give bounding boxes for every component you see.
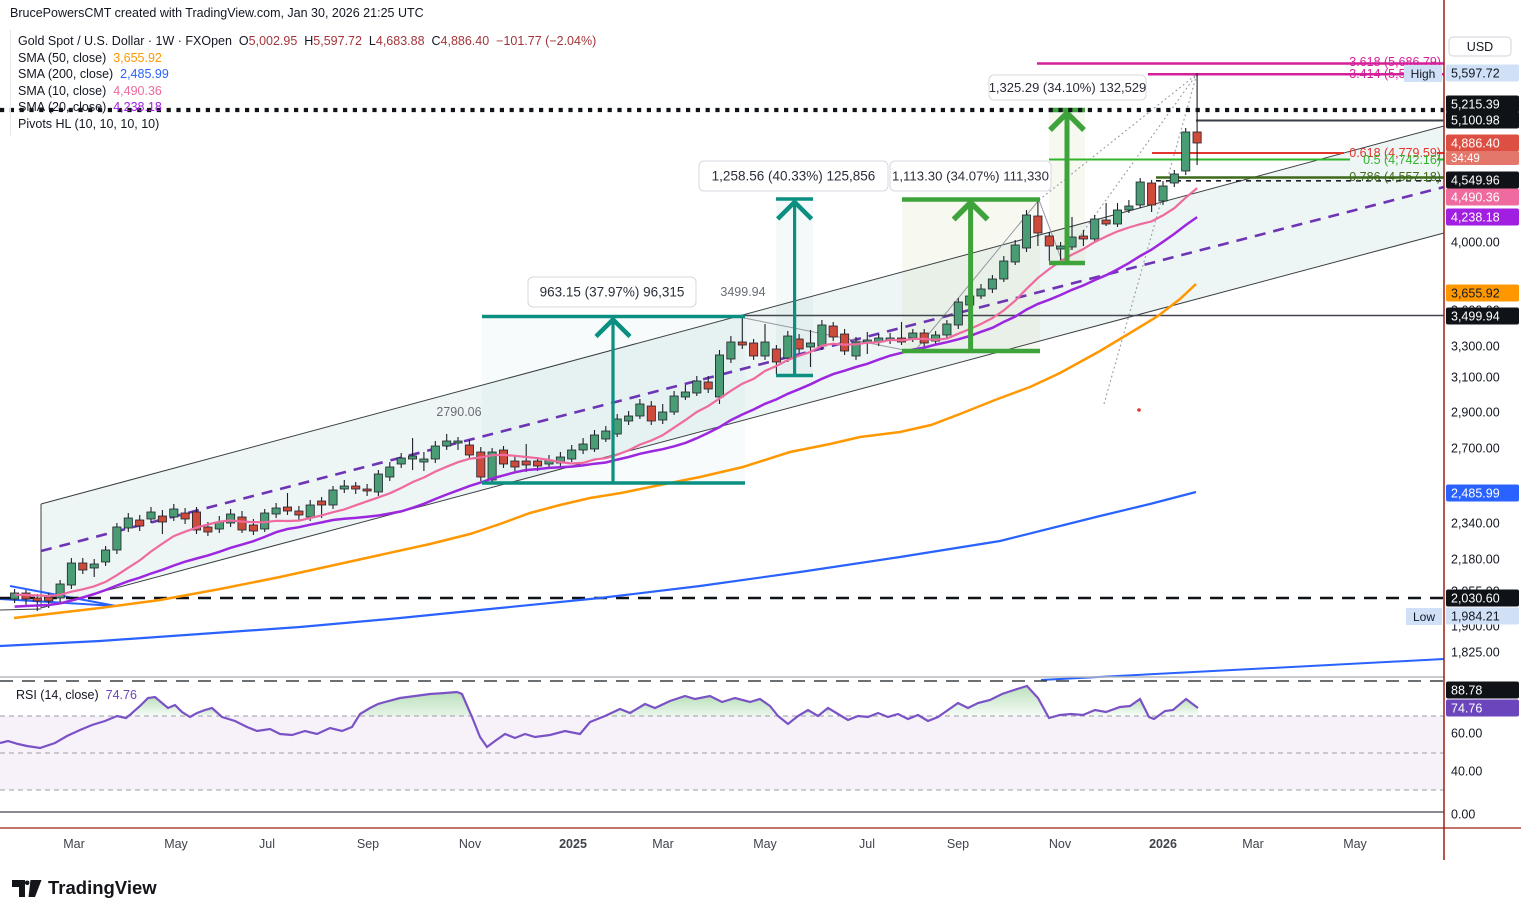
svg-text:0.618 (4,779.59): 0.618 (4,779.59) [1349, 146, 1441, 160]
svg-text:SMA (10, close) 4,490.36: SMA (10, close) 4,490.36 [18, 84, 162, 98]
svg-text:High: High [1411, 67, 1436, 81]
svg-text:4,549.96: 4,549.96 [1451, 173, 1500, 187]
svg-text:0.5 (4,742.16): 0.5 (4,742.16) [1363, 153, 1441, 167]
svg-text:88.78: 88.78 [1451, 683, 1482, 697]
svg-text:2,180.00: 2,180.00 [1451, 552, 1500, 566]
svg-text:SMA (20, close) 4,238.18: SMA (20, close) 4,238.18 [18, 100, 162, 114]
svg-text:5,100.98: 5,100.98 [1451, 113, 1500, 127]
svg-text:Mar: Mar [652, 837, 674, 851]
svg-text:Mar: Mar [1242, 837, 1264, 851]
svg-text:2025: 2025 [559, 837, 587, 851]
svg-text:4,490.36: 4,490.36 [1451, 190, 1500, 204]
svg-text:34:49: 34:49 [1451, 153, 1480, 165]
svg-text:SMA (200, close) 2,485.99: SMA (200, close) 2,485.99 [18, 67, 169, 81]
svg-text:60.00: 60.00 [1451, 726, 1482, 740]
svg-text:Mar: Mar [63, 837, 85, 851]
svg-text:2,030.60: 2,030.60 [1451, 591, 1500, 605]
svg-text:2,700.00: 2,700.00 [1451, 441, 1500, 455]
svg-text:2,485.99: 2,485.99 [1451, 486, 1500, 500]
svg-text:May: May [164, 837, 188, 851]
svg-text:5,597.72: 5,597.72 [1451, 66, 1500, 80]
svg-text:0.00: 0.00 [1451, 807, 1475, 821]
svg-text:3,100.00: 3,100.00 [1451, 370, 1500, 384]
svg-text:Jul: Jul [859, 837, 875, 851]
svg-text:Pivots HL (10, 10, 10, 10): Pivots HL (10, 10, 10, 10) [18, 117, 159, 131]
svg-text:963.15 (37.97%) 96,315: 963.15 (37.97%) 96,315 [540, 285, 685, 300]
svg-text:2026: 2026 [1149, 837, 1177, 851]
svg-text:3499.94: 3499.94 [720, 285, 765, 299]
svg-text:3,300.00: 3,300.00 [1451, 339, 1500, 353]
svg-text:TradingView: TradingView [48, 877, 157, 898]
svg-text:Jul: Jul [259, 837, 275, 851]
svg-text:BrucePowersCMT created with Tr: BrucePowersCMT created with TradingView.… [10, 6, 424, 20]
svg-text:0.786 (4,557.18): 0.786 (4,557.18) [1349, 170, 1441, 184]
svg-text:2,900.00: 2,900.00 [1451, 405, 1500, 419]
svg-text:Gold Spot / U.S. Dollar · 1W ·: Gold Spot / U.S. Dollar · 1W · FXOpen O5… [18, 34, 596, 48]
svg-text:2,340.00: 2,340.00 [1451, 516, 1500, 530]
svg-text:1,113.30 (34.07%) 111,330: 1,113.30 (34.07%) 111,330 [892, 169, 1049, 184]
svg-text:Nov: Nov [1049, 837, 1072, 851]
svg-text:4,000.00: 4,000.00 [1451, 235, 1500, 249]
svg-text:5,215.39: 5,215.39 [1451, 97, 1500, 111]
svg-text:May: May [1343, 837, 1367, 851]
svg-text:74.76: 74.76 [1451, 701, 1482, 715]
svg-text:USD: USD [1467, 40, 1493, 54]
svg-text:RSI (14, close) 74.76: RSI (14, close) 74.76 [16, 688, 137, 702]
svg-text:40.00: 40.00 [1451, 764, 1482, 778]
svg-text:1,825.00: 1,825.00 [1451, 645, 1500, 659]
svg-text:3,655.92: 3,655.92 [1451, 286, 1500, 300]
svg-text:May: May [753, 837, 777, 851]
svg-text:1,984.21: 1,984.21 [1451, 609, 1500, 623]
svg-text:Low: Low [1413, 610, 1435, 624]
svg-text:1,258.56 (40.33%) 125,856: 1,258.56 (40.33%) 125,856 [712, 169, 876, 184]
svg-text:Sep: Sep [357, 837, 379, 851]
svg-text:4,886.40: 4,886.40 [1451, 136, 1500, 150]
svg-text:Nov: Nov [459, 837, 482, 851]
svg-text:2790.06: 2790.06 [436, 405, 481, 419]
svg-text:3,499.94: 3,499.94 [1451, 309, 1500, 323]
svg-text:Sep: Sep [947, 837, 969, 851]
svg-text:SMA (50, close) 3,655.92: SMA (50, close) 3,655.92 [18, 51, 162, 65]
svg-text:4,238.18: 4,238.18 [1451, 210, 1500, 224]
svg-text:1,325.29 (34.10%) 132,529: 1,325.29 (34.10%) 132,529 [989, 80, 1147, 95]
